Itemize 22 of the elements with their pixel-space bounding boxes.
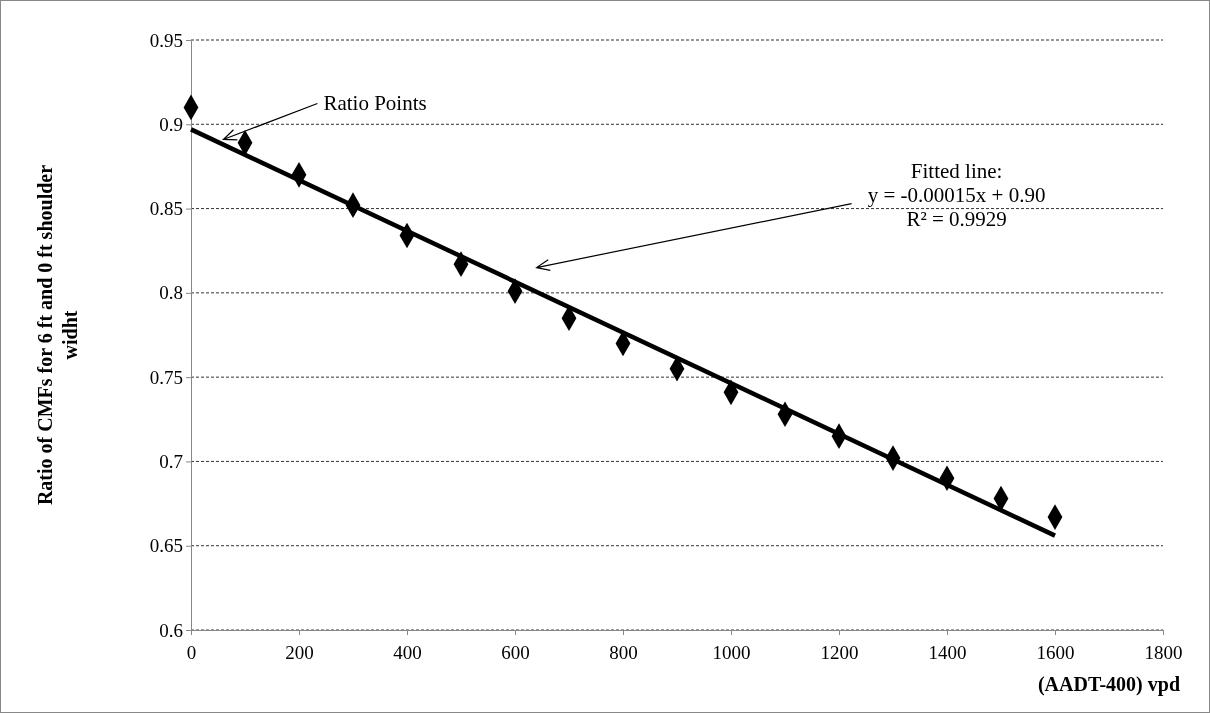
y-tick-label: 0.95 xyxy=(149,29,183,51)
x-tick-label: 1000 xyxy=(712,641,751,663)
annotation: Ratio Points xyxy=(323,91,427,116)
x-tick-label: 800 xyxy=(609,641,638,663)
x-tick-label: 1800 xyxy=(1144,641,1183,663)
x-tick-label: 0 xyxy=(186,641,197,663)
x-axis-title: (AADT-400) vpd xyxy=(1037,673,1180,696)
x-tick-label: 400 xyxy=(393,641,422,663)
annotation: Fitted line: y = -0.00015x + 0.90 R² = 0.9929 xyxy=(867,158,1046,231)
x-tick-label: 1600 xyxy=(1036,641,1075,663)
x-tick-label: 600 xyxy=(501,641,530,663)
y-tick-label: 0.9 xyxy=(159,113,183,135)
y-tick-label: 0.75 xyxy=(149,366,183,388)
x-tick-label: 200 xyxy=(285,641,314,663)
y-tick-label: 0.85 xyxy=(149,198,183,220)
y-tick-label: 0.7 xyxy=(159,451,183,473)
x-tick-label: 1200 xyxy=(820,641,859,663)
y-tick-label: 0.8 xyxy=(159,282,183,304)
x-tick-label: 1400 xyxy=(928,641,967,663)
y-tick-label: 0.65 xyxy=(149,535,183,557)
y-axis-title: Ratio of CMFs for 6 ft and 0 ft shoulder widht xyxy=(34,164,81,506)
y-tick-label: 0.6 xyxy=(159,619,183,641)
